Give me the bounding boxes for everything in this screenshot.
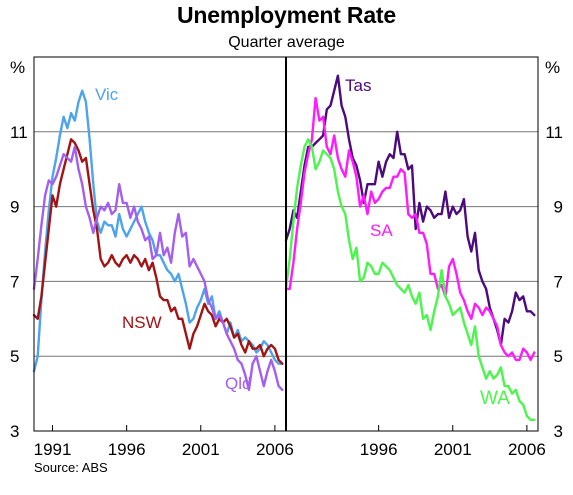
y-tick-label-right: 3	[554, 422, 563, 441]
series-line-wa	[284, 138, 536, 421]
series-label-sa: SA	[370, 221, 393, 240]
x-tick-label: 2001	[434, 440, 472, 459]
y-axis-ticks: 3 3 5 5 7 7 9 9 11 11	[10, 123, 563, 441]
series-line-qld	[32, 145, 284, 392]
y-tick-label-left: 3	[10, 422, 19, 441]
left-panel-series	[32, 89, 284, 392]
y-unit-left: %	[10, 58, 25, 77]
y-tick-label-right: 11	[545, 123, 563, 142]
x-tick-label: 1996	[360, 440, 398, 459]
y-tick-label-right: 5	[554, 347, 563, 366]
series-label-nsw: NSW	[122, 313, 162, 332]
source-note: Source: ABS	[34, 460, 108, 475]
x-tick-label: 1996	[108, 440, 146, 459]
x-tick-label: 2006	[256, 440, 294, 459]
series-label-tas: Tas	[345, 76, 371, 95]
y-tick-label-left: 7	[10, 272, 19, 291]
x-axis-ticks: 1991 1996 2001 2006 1996 2001 2006	[34, 425, 546, 459]
y-tick-label-right: 7	[554, 272, 563, 291]
y-tick-label-left: 9	[10, 198, 19, 217]
series-label-wa: WA	[480, 388, 510, 409]
chart-title: Unemployment Rate	[177, 2, 396, 28]
x-tick-label: 1991	[34, 440, 72, 459]
series-labels: Vic NSW Qld Tas SA WA	[95, 76, 510, 409]
series-label-vic: Vic	[95, 85, 119, 104]
chart-subtitle: Quarter average	[228, 34, 345, 51]
y-unit-right: %	[545, 58, 560, 77]
x-tick-label: 2006	[508, 440, 546, 459]
series-label-qld: Qld	[225, 374, 251, 393]
x-tick-label: 2001	[182, 440, 220, 459]
series-line-nsw	[32, 138, 284, 365]
series-line-sa	[284, 96, 536, 362]
y-tick-label-right: 9	[554, 198, 563, 217]
right-panel-series	[284, 74, 536, 421]
y-tick-label-left: 5	[10, 347, 19, 366]
y-tick-label-left: 11	[10, 123, 28, 142]
